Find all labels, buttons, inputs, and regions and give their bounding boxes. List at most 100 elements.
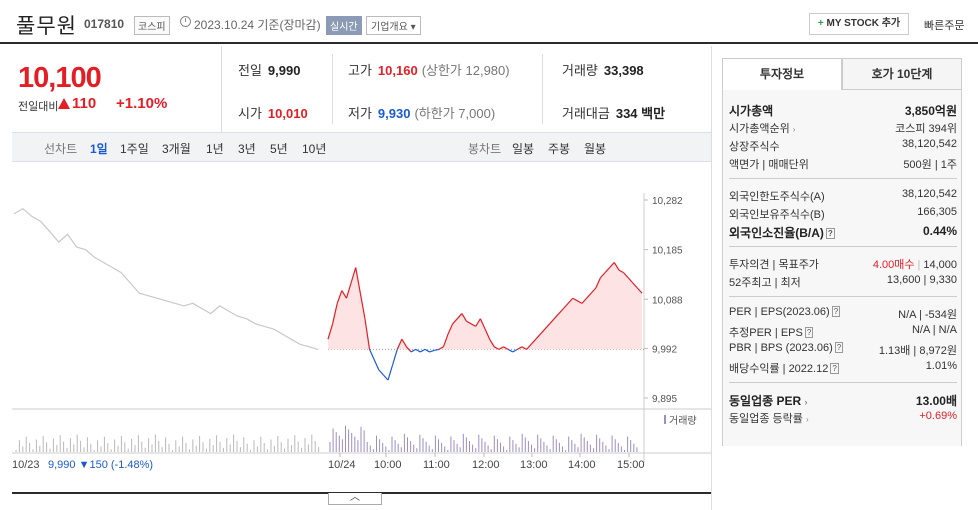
panel-divider <box>711 46 712 510</box>
price-segment <box>512 348 518 353</box>
price-segment <box>327 323 334 340</box>
row-label: 외국인한도주식수(A) <box>729 191 825 203</box>
price-segment <box>549 318 555 325</box>
price-segment <box>521 346 527 350</box>
high-price: 고가 10,160 (상한가 12,980) <box>348 60 510 79</box>
row-label-text: 동일업종 PER <box>729 394 802 408</box>
help-icon[interactable]: ? <box>831 306 841 317</box>
row-value: 13,600 | 9,330 <box>886 274 957 286</box>
company-info-dropdown[interactable]: 기업개요 ▾ <box>366 16 421 35</box>
row-value: 13.00배 <box>915 394 957 408</box>
divider <box>729 382 957 383</box>
row-label-text: 추정PER | EPS <box>729 327 803 339</box>
y-tick-label: 10,088 <box>652 295 683 306</box>
period-tab-5y[interactable]: 5년 <box>270 142 288 156</box>
price-segment <box>466 320 472 325</box>
volume-legend-swatch <box>664 415 666 424</box>
candle-tab-day[interactable]: 일봉 <box>512 142 535 156</box>
price-segment <box>332 303 338 324</box>
help-icon[interactable]: ? <box>825 228 835 239</box>
period-tab-10y[interactable]: 10년 <box>302 142 327 156</box>
row-label: 시가총액 <box>729 104 774 118</box>
realtime-button[interactable]: 실시간 <box>326 16 362 35</box>
price-segment <box>553 313 560 320</box>
x-tick-label: 12:00 <box>472 459 500 471</box>
est-per-row: 추정PER | EPS? N/A | N/A <box>729 322 957 340</box>
chevron-up-icon: ︿ <box>350 492 360 503</box>
listed-shares-row: 상장주식수 38,120,542 <box>729 136 957 154</box>
chevron-right-icon: › <box>804 397 808 407</box>
candle-tab-week[interactable]: 주봉 <box>548 142 571 156</box>
industry-per-row[interactable]: 동일업종 PER › 13.00배 <box>729 390 957 408</box>
tab-invest-info[interactable]: 투자정보 <box>722 58 842 90</box>
price-segment <box>507 348 513 353</box>
price-segment <box>479 318 486 330</box>
tab-orderbook[interactable]: 호가 10단계 <box>842 58 962 90</box>
mystock-add-button[interactable]: + MY STOCK 추가 <box>809 13 909 35</box>
price-segment <box>475 318 481 327</box>
stock-code: 017810 <box>84 17 125 31</box>
row-label-text: 동일업종 등락률 <box>729 413 803 425</box>
lower-limit: (하한가 7,000) <box>414 106 496 121</box>
foreign-ratio-row: 외국인소진율(B/A)? 0.44% <box>729 222 957 240</box>
chart-collapse-toggle[interactable]: ︿ <box>328 493 382 505</box>
foreign-limit-row: 외국인한도주식수(A) 38,120,542 <box>729 186 957 204</box>
row-value: N/A | -534원 <box>898 309 957 321</box>
row-value: 코스피 394위 <box>895 123 957 135</box>
prev-close-label: 전일 <box>238 63 262 78</box>
company-info-label: 기업개요 <box>371 22 408 33</box>
period-tab-3y[interactable]: 3년 <box>238 142 256 156</box>
row-value: 1.01% <box>925 360 957 372</box>
market-badge: 코스피 <box>134 16 170 35</box>
caret-down-icon: ▾ <box>410 22 416 33</box>
row-label: 상장주식수 <box>729 141 780 153</box>
help-icon[interactable]: ? <box>834 342 844 353</box>
period-tab-3m[interactable]: 3개월 <box>162 142 191 156</box>
x-tick-label: 13:00 <box>520 459 548 471</box>
x-tick-label: 15:00 <box>617 459 645 471</box>
opinion-row: 투자의견 | 목표주가 4.00매수 | 14,000 <box>729 254 957 272</box>
chevron-right-icon: › <box>792 125 796 134</box>
price-segment <box>434 348 439 352</box>
plus-icon: + <box>817 18 824 29</box>
chevron-right-icon: › <box>805 415 809 424</box>
row-label: 투자의견 | 목표주가 <box>729 259 819 271</box>
opinion-value: 4.00매수 <box>872 259 915 271</box>
target-price: 14,000 <box>923 259 957 271</box>
price-segment <box>373 359 380 371</box>
stock-header: 풀무원 017810 코스피 2023.10.24 기준(장마감) 실시간 기업… <box>0 0 978 44</box>
price-segment <box>341 290 347 299</box>
row-label: 외국인보유주식수(B) <box>729 209 825 221</box>
y-tick-label: 9,895 <box>652 394 677 405</box>
period-tab-1d[interactable]: 1일 <box>90 142 108 156</box>
dividend-row: 배당수익률 | 2022.12? 1.01% <box>729 358 957 376</box>
help-icon[interactable]: ? <box>830 363 839 374</box>
price-segment <box>489 338 495 348</box>
volume-value: 33,398 <box>603 63 644 78</box>
price-segment <box>618 269 624 274</box>
quick-order-link[interactable]: 빠른주문 <box>924 20 965 32</box>
candle-tab-month[interactable]: 월봉 <box>584 142 607 156</box>
invest-info-body: 시가총액 3,850억원 시가총액순위 › 코스피 394위 상장주식수 38,120… <box>722 90 962 446</box>
price-segment <box>442 333 449 348</box>
price-segment <box>636 287 643 294</box>
current-price: 10,100 <box>18 62 102 94</box>
change-label: 전일대비 <box>18 101 59 113</box>
price-segment <box>378 369 384 376</box>
row-label-text: 배당수익률 | 2022.12 <box>729 363 829 375</box>
price-segment <box>613 262 620 271</box>
price-segment <box>355 267 361 294</box>
x-tick-label: 10:00 <box>374 459 402 471</box>
help-icon[interactable]: ? <box>804 327 814 338</box>
price-segment <box>350 267 357 284</box>
price-segment <box>558 308 564 314</box>
row-value: 3,850억원 <box>904 104 957 118</box>
prev-day-summary: 9,990 ▼150 (-1.48%) <box>48 459 153 471</box>
period-tab-1w[interactable]: 1주일 <box>120 142 149 156</box>
low-price: 저가 9,930 (하한가 7,000) <box>348 103 495 122</box>
price-change: 110 <box>58 95 96 112</box>
price-segment <box>429 349 435 353</box>
period-tab-1y[interactable]: 1년 <box>206 142 224 156</box>
market-cap-rank-row[interactable]: 시가총액순위 › 코스피 394위 <box>729 118 957 136</box>
industry-change-row[interactable]: 동일업종 등락률 › +0.69% <box>729 408 957 426</box>
